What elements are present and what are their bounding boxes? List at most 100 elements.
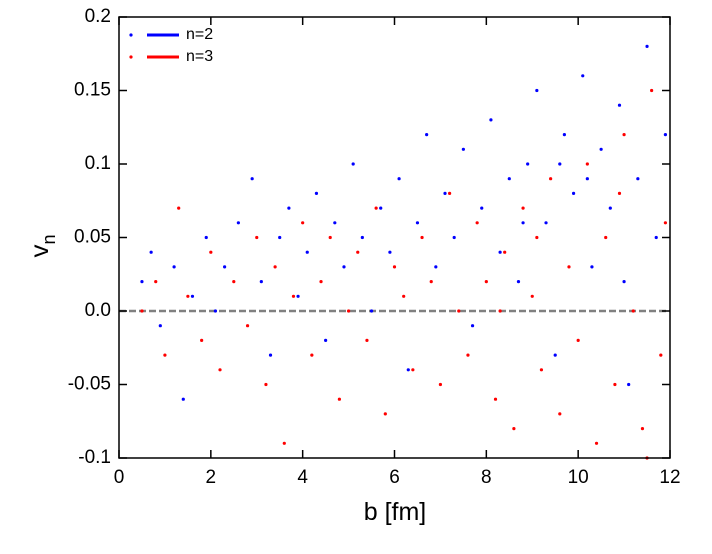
point xyxy=(163,353,167,357)
point xyxy=(392,265,397,269)
point xyxy=(599,147,603,151)
point xyxy=(493,397,498,401)
point xyxy=(558,412,562,416)
y-tick-label: 0.1 xyxy=(85,153,111,174)
point xyxy=(177,206,181,210)
point xyxy=(585,162,589,166)
y-label-main: v xyxy=(24,245,54,258)
point xyxy=(438,382,443,387)
point xyxy=(535,235,539,240)
point xyxy=(535,88,539,93)
point xyxy=(301,221,305,225)
point xyxy=(530,294,534,298)
point xyxy=(255,235,259,240)
point xyxy=(512,427,516,431)
point xyxy=(186,294,190,298)
point xyxy=(503,250,507,254)
point xyxy=(608,206,612,210)
point xyxy=(369,309,374,313)
point xyxy=(264,382,268,387)
point xyxy=(158,324,162,328)
x-tick-label: 2 xyxy=(206,467,217,488)
point xyxy=(594,441,599,445)
point xyxy=(314,191,319,195)
y-label-subscript: n xyxy=(39,234,59,244)
point xyxy=(521,206,525,210)
point xyxy=(526,162,530,166)
point xyxy=(190,294,195,298)
point xyxy=(259,280,263,284)
point xyxy=(613,382,617,387)
point xyxy=(425,133,429,137)
point xyxy=(282,441,286,445)
point xyxy=(617,191,622,195)
point xyxy=(622,280,626,284)
point xyxy=(663,133,668,137)
point xyxy=(636,177,640,181)
point xyxy=(484,280,488,284)
point xyxy=(346,309,351,313)
point xyxy=(337,397,341,401)
point xyxy=(539,368,544,372)
point xyxy=(379,206,383,210)
point xyxy=(498,309,502,313)
y-tick-label: -0.1 xyxy=(78,447,111,468)
point xyxy=(585,177,589,181)
point xyxy=(232,280,236,284)
point xyxy=(457,309,461,313)
point xyxy=(402,294,406,298)
point xyxy=(470,324,475,328)
point xyxy=(200,338,204,342)
point xyxy=(617,103,622,107)
point xyxy=(521,221,525,225)
x-tick-label: 6 xyxy=(389,467,400,488)
point xyxy=(553,353,557,357)
point xyxy=(218,368,222,372)
point xyxy=(223,265,227,269)
point xyxy=(475,221,479,225)
plot-frame xyxy=(118,16,671,459)
point xyxy=(622,133,626,137)
point xyxy=(365,338,369,342)
point xyxy=(576,338,580,342)
point xyxy=(245,324,250,328)
point xyxy=(273,265,277,269)
point xyxy=(452,235,456,240)
point xyxy=(406,368,410,372)
y-axis-label: vn xyxy=(24,234,59,257)
point xyxy=(333,221,337,225)
point xyxy=(278,235,282,240)
point xyxy=(328,235,332,240)
x-tick-label: 12 xyxy=(659,467,680,488)
y-tick-label: -0.05 xyxy=(68,374,111,395)
point xyxy=(558,162,562,166)
point xyxy=(204,235,208,240)
point xyxy=(507,177,511,181)
point xyxy=(356,250,360,254)
point xyxy=(415,221,420,225)
point xyxy=(663,221,668,225)
point xyxy=(604,235,608,240)
point xyxy=(291,294,296,298)
point xyxy=(420,235,424,240)
point xyxy=(571,191,576,195)
point xyxy=(310,353,314,357)
point xyxy=(581,74,585,78)
point xyxy=(140,309,144,313)
x-tick-label: 10 xyxy=(568,467,589,488)
legend-marker xyxy=(129,55,133,59)
point xyxy=(640,427,645,431)
legend-label: n=2 xyxy=(186,26,213,43)
point xyxy=(140,280,144,284)
point xyxy=(397,177,401,181)
point xyxy=(562,133,566,137)
point xyxy=(645,44,649,49)
point xyxy=(236,221,240,225)
point xyxy=(383,412,387,416)
y-tick-label: 0.05 xyxy=(74,227,111,248)
point xyxy=(209,250,213,254)
x-tick-label: 4 xyxy=(297,467,308,488)
point xyxy=(411,368,415,372)
point xyxy=(181,397,185,401)
